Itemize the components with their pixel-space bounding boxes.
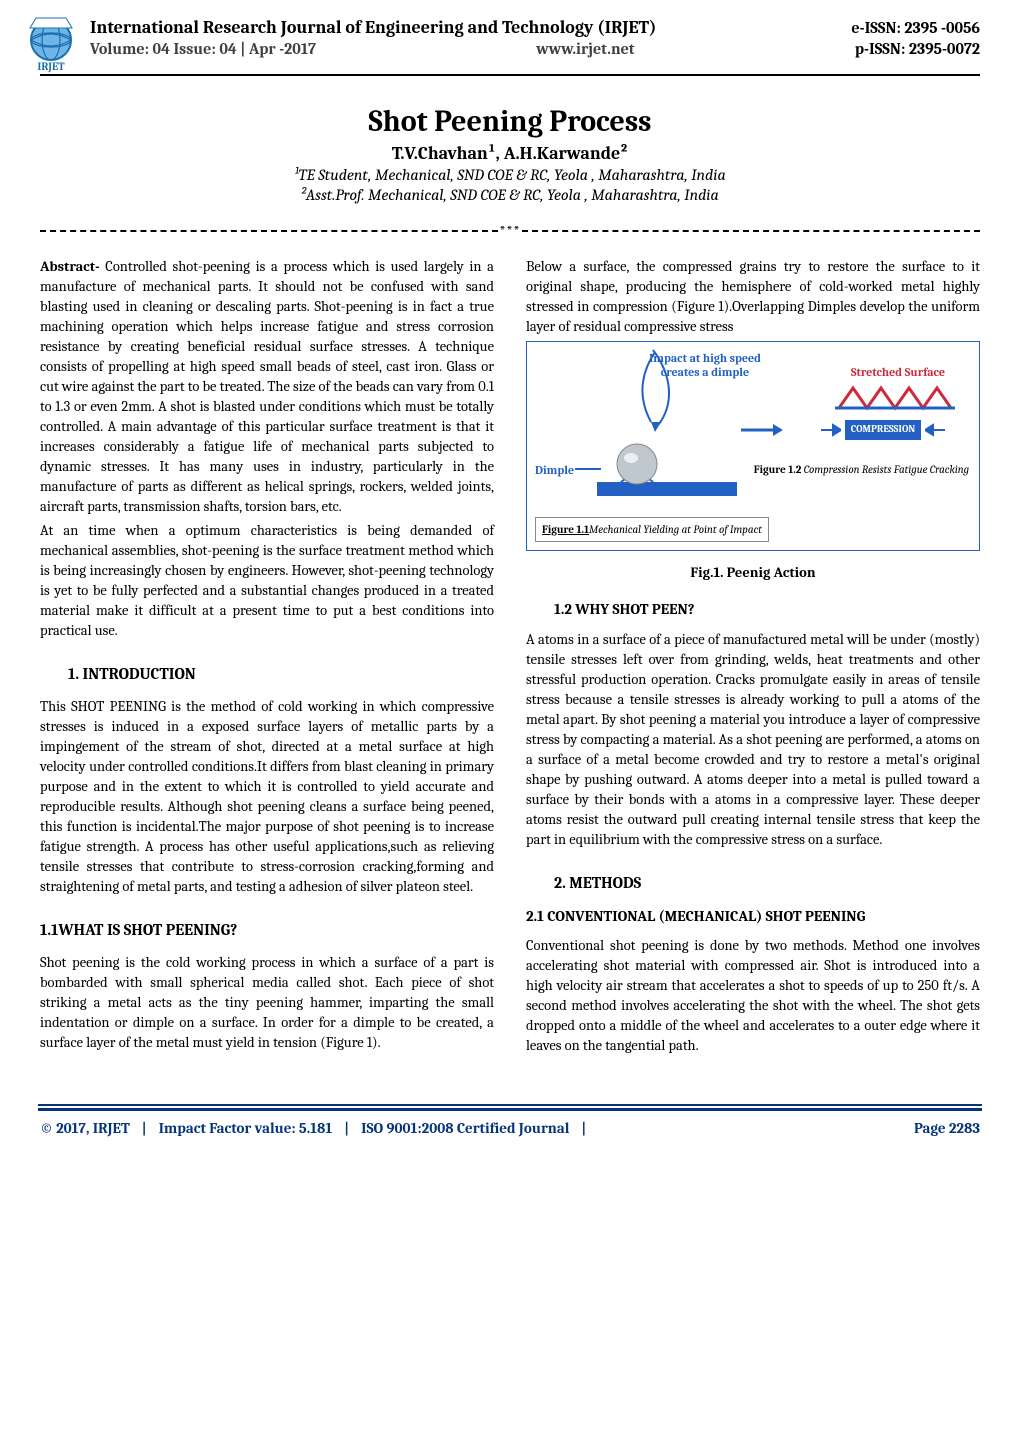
star-glyphs: ***: [498, 222, 523, 239]
impact-label: Impact at high speed creates a dimple: [649, 352, 761, 380]
e-issn: e-ISSN: 2395 -0056: [851, 19, 980, 37]
footer-copyright: © 2017, IRJET: [40, 1119, 130, 1137]
affiliation-1: ¹TE Student, Mechanical, SND COE & RC, Y…: [0, 166, 1020, 184]
footer-rule-outer: [38, 1104, 982, 1106]
stretched-surface-label: Stretched Surface: [851, 364, 945, 381]
paper-title: Shot Peening Process: [0, 104, 1020, 139]
figure-1-container: Impact at high speed creates a dimple Di…: [526, 341, 980, 551]
fig12-label-bold: Figure 1.2: [754, 463, 802, 476]
page-footer: © 2017, IRJET | Impact Factor value: 5.1…: [0, 1111, 1020, 1153]
section-2-heading: 2. METHODS: [526, 872, 980, 894]
footer-sep-1: |: [130, 1119, 159, 1137]
title-block: Shot Peening Process T.V.Chavhan¹, A.H.K…: [0, 104, 1020, 204]
header-text-block: International Research Journal of Engine…: [90, 17, 980, 58]
footer-certification: ISO 9001:2008 Certified Journal: [361, 1119, 569, 1137]
left-column: Abstract- Controlled shot-peening is a p…: [40, 257, 494, 1060]
header-rule: [40, 74, 980, 76]
separator-rule: ***: [40, 222, 980, 239]
compression-text: COMPRESSION: [845, 420, 922, 440]
abstract-text-1: Controlled shot-peening is a process whi…: [40, 258, 494, 515]
ball-dimple-graphic: [597, 434, 737, 510]
impact-label-line2: creates a dimple: [661, 365, 749, 379]
fig12-label-italic: Compression Resists Fatigue Cracking: [801, 463, 969, 476]
section-1-heading: 1. INTRODUCTION: [40, 663, 494, 685]
abstract-para-2: At an time when a optimum characteristic…: [40, 521, 494, 641]
footer-page-number: Page 2283: [914, 1119, 980, 1137]
authors: T.V.Chavhan¹, A.H.Karwande²: [0, 143, 1020, 164]
arrow-right-icon: [739, 420, 783, 446]
section-1-1-para: Shot peening is the cold working process…: [40, 953, 494, 1053]
arrow-in-right-icon: [925, 423, 945, 437]
dash-right: [522, 230, 980, 232]
section-1-1-heading: 1.1WHAT IS SHOT PEENING?: [40, 919, 494, 941]
footer-sep-2: |: [332, 1119, 361, 1137]
footer-impact-factor: Impact Factor value: 5.181: [159, 1119, 333, 1137]
section-1-2-heading: 1.2 WHY SHOT PEEN?: [526, 599, 980, 620]
compression-box: COMPRESSION: [799, 414, 967, 446]
logo-text: IRJET: [24, 60, 78, 73]
volume-issue: Volume: 04 Issue: 04 | Apr -2017: [90, 40, 316, 58]
p-issn: p-ISSN: 2395-0072: [855, 40, 980, 58]
dash-left: [40, 230, 498, 232]
journal-website: www.irjet.net: [536, 40, 634, 58]
section-2-1-para: Conventional shot peening is done by two…: [526, 936, 980, 1056]
legend-italic: Mechanical Yielding at Point of Impact: [589, 523, 762, 536]
zigzag-icon: [835, 382, 955, 418]
page: IRJET International Research Journal of …: [0, 0, 1020, 1153]
figure-1-1-legend: Figure 1.1Mechanical Yielding at Point o…: [535, 517, 769, 542]
figure-1-caption: Fig.1. Peenig Action: [526, 563, 980, 583]
dimple-pointer-line: [575, 468, 601, 470]
journal-name: International Research Journal of Engine…: [90, 17, 656, 38]
dimple-label: Dimple: [535, 462, 574, 479]
body-columns: Abstract- Controlled shot-peening is a p…: [0, 257, 1020, 1060]
abstract-para-1: Abstract- Controlled shot-peening is a p…: [40, 257, 494, 517]
irjet-logo: IRJET: [24, 10, 78, 64]
arrow-in-left-icon: [821, 423, 841, 437]
section-2-1-heading: 2.1 CONVENTIONAL (MECHANICAL) SHOT PEENI…: [526, 906, 980, 927]
section-1-2-para: A atoms in a surface of a piece of manuf…: [526, 630, 980, 850]
section-1-para: This SHOT PEENING is the method of cold …: [40, 697, 494, 897]
impact-label-line1: Impact at high speed: [649, 351, 761, 365]
journal-header: IRJET International Research Journal of …: [0, 0, 1020, 70]
right-column: Below a surface, the compressed grains t…: [526, 257, 980, 1060]
abstract-label: Abstract-: [40, 258, 100, 275]
footer-sep-3: |: [569, 1119, 598, 1137]
right-intro-para: Below a surface, the compressed grains t…: [526, 257, 980, 337]
affiliation-2: ²Asst.Prof. Mechanical, SND COE & RC, Ye…: [0, 186, 1020, 204]
figure-1-2-caption: Figure 1.2 Compression Resists Fatigue C…: [754, 462, 969, 477]
legend-bold: Figure 1.1: [542, 523, 589, 536]
